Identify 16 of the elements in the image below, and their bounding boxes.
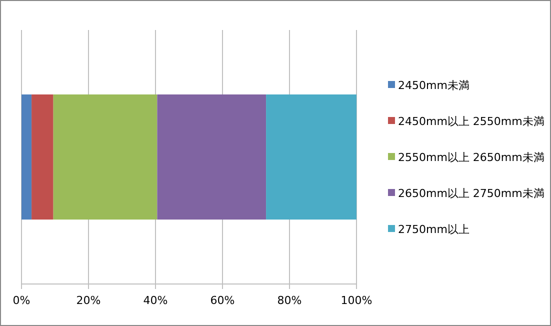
x-tick-label: 100%: [340, 294, 372, 307]
legend-label: 2450mm未満: [398, 79, 470, 92]
x-tick-label: 20%: [76, 294, 101, 307]
bar: [157, 94, 266, 220]
legend-label: 2750mm以上: [398, 223, 470, 236]
bar: [53, 94, 158, 220]
x-tick-label: 60%: [210, 294, 235, 307]
x-tick-label: 0%: [12, 294, 30, 307]
x-tick-label: 80%: [277, 294, 302, 307]
legend-label: 2650mm以上 2750mm未満: [398, 187, 544, 200]
bar: [266, 94, 356, 220]
bar: [22, 94, 32, 220]
legend-label: 2450mm以上 2550mm未満: [398, 115, 544, 128]
legend-label: 2550mm以上 2650mm未満: [398, 151, 544, 164]
bar: [32, 94, 54, 220]
x-tick-label: 40%: [143, 294, 168, 307]
